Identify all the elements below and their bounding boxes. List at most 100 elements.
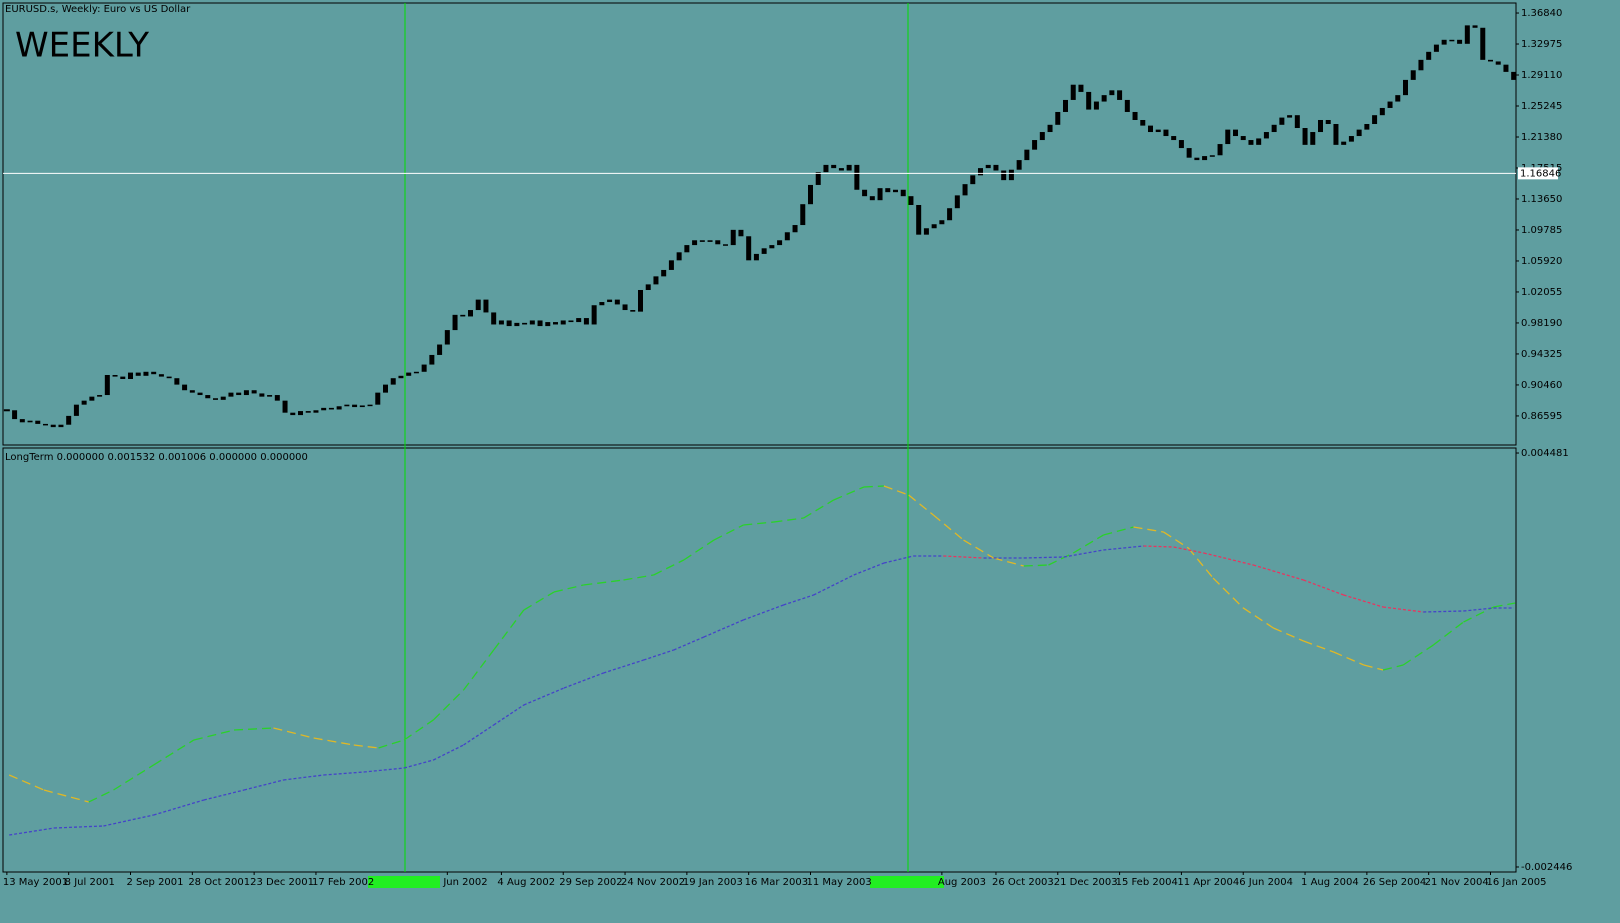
y-tick-label: 1.36840 bbox=[1521, 8, 1562, 19]
y-tick-label: 1.05920 bbox=[1521, 256, 1562, 267]
candle bbox=[19, 419, 25, 423]
candle bbox=[174, 378, 180, 385]
candle bbox=[336, 406, 342, 410]
candle bbox=[491, 312, 497, 325]
candle bbox=[985, 164, 991, 169]
candle bbox=[583, 318, 589, 325]
indicator-line bbox=[1103, 526, 1134, 536]
indicator-line bbox=[1463, 606, 1494, 623]
candle bbox=[792, 225, 798, 233]
candle bbox=[197, 392, 203, 396]
candle bbox=[1086, 91, 1092, 110]
y-tick-label: -0.002446 bbox=[1521, 862, 1572, 873]
y-tick-label: 0.98190 bbox=[1521, 318, 1562, 329]
y-tick-label: 1.13650 bbox=[1521, 194, 1562, 205]
candle bbox=[104, 374, 110, 396]
indicator-line bbox=[1343, 594, 1384, 608]
x-tick-label: 23 Dec 2001 bbox=[250, 877, 314, 888]
y-tick-label: 0.86595 bbox=[1521, 411, 1562, 422]
candle bbox=[1395, 95, 1401, 102]
indicator-line bbox=[88, 789, 114, 803]
candle bbox=[35, 420, 41, 424]
candle bbox=[251, 390, 257, 394]
candle bbox=[1287, 115, 1293, 118]
candle bbox=[81, 400, 87, 405]
candle bbox=[1240, 136, 1246, 141]
candle bbox=[939, 220, 945, 225]
price-label-box bbox=[1518, 167, 1558, 180]
indicator-line bbox=[1133, 526, 1164, 533]
candle bbox=[962, 184, 968, 196]
y-tick-label: 0.94325 bbox=[1521, 349, 1562, 360]
x-tick-label: 4 Aug 2002 bbox=[497, 877, 555, 888]
candle bbox=[707, 240, 713, 242]
indicator-line bbox=[493, 609, 525, 651]
indicator-line bbox=[433, 744, 464, 761]
candle bbox=[274, 395, 280, 401]
candle bbox=[1325, 119, 1331, 125]
candle bbox=[1024, 149, 1030, 161]
candle bbox=[120, 376, 126, 380]
indicator-line bbox=[378, 739, 405, 749]
candle bbox=[97, 395, 103, 397]
candle bbox=[1186, 148, 1192, 158]
candle bbox=[1503, 64, 1509, 72]
candle bbox=[676, 252, 682, 261]
candle bbox=[1348, 136, 1354, 142]
candle bbox=[1032, 140, 1038, 150]
candle bbox=[375, 392, 381, 405]
indicator-line bbox=[493, 704, 525, 726]
candle bbox=[1178, 140, 1184, 149]
candle bbox=[877, 188, 883, 201]
y-tick-label: 1.29110 bbox=[1521, 70, 1562, 81]
indicator-line bbox=[813, 574, 855, 596]
indicator-line bbox=[403, 719, 434, 741]
candle bbox=[452, 314, 458, 331]
candle bbox=[761, 248, 767, 254]
candle bbox=[1171, 136, 1177, 141]
indicator-line bbox=[43, 789, 89, 803]
candle bbox=[421, 364, 427, 372]
indicator-line bbox=[363, 767, 405, 773]
candle bbox=[27, 420, 33, 423]
indicator-line bbox=[1333, 651, 1365, 666]
indicator-line bbox=[1163, 531, 1189, 549]
indicator-line bbox=[463, 724, 495, 746]
candle bbox=[259, 393, 265, 397]
candle bbox=[213, 398, 218, 400]
indicator-line bbox=[563, 672, 604, 689]
candle bbox=[900, 189, 906, 197]
candle bbox=[1449, 39, 1455, 42]
candle bbox=[1263, 132, 1269, 139]
candle bbox=[328, 407, 334, 410]
candle bbox=[545, 322, 551, 327]
candle bbox=[730, 229, 736, 246]
indicator-line bbox=[313, 737, 354, 746]
candle bbox=[290, 412, 296, 416]
candle bbox=[923, 228, 929, 235]
candle bbox=[1410, 70, 1416, 80]
marker-date-box bbox=[870, 876, 944, 888]
indicator-line bbox=[623, 574, 654, 581]
candle bbox=[228, 392, 234, 397]
candle bbox=[1163, 129, 1169, 137]
candle bbox=[236, 392, 242, 396]
candle bbox=[89, 396, 95, 401]
candle bbox=[815, 172, 821, 185]
candle bbox=[1132, 111, 1138, 120]
candle bbox=[406, 372, 412, 376]
indicator-line bbox=[1423, 610, 1464, 613]
timeframe-label: WEEKLY bbox=[15, 26, 149, 66]
candle bbox=[831, 164, 837, 169]
x-tick-label: 24 Nov 2002 bbox=[621, 877, 685, 888]
candle bbox=[182, 384, 188, 391]
candle bbox=[143, 371, 149, 376]
candle bbox=[128, 372, 133, 380]
indicator-line bbox=[803, 499, 835, 519]
indicator-line bbox=[9, 827, 55, 836]
candle bbox=[947, 208, 953, 221]
candle bbox=[1310, 132, 1316, 145]
candle bbox=[738, 229, 744, 237]
indicator-line bbox=[1063, 549, 1104, 558]
chart-title: EURUSD.s, Weekly: Euro vs US Dollar bbox=[5, 4, 191, 15]
